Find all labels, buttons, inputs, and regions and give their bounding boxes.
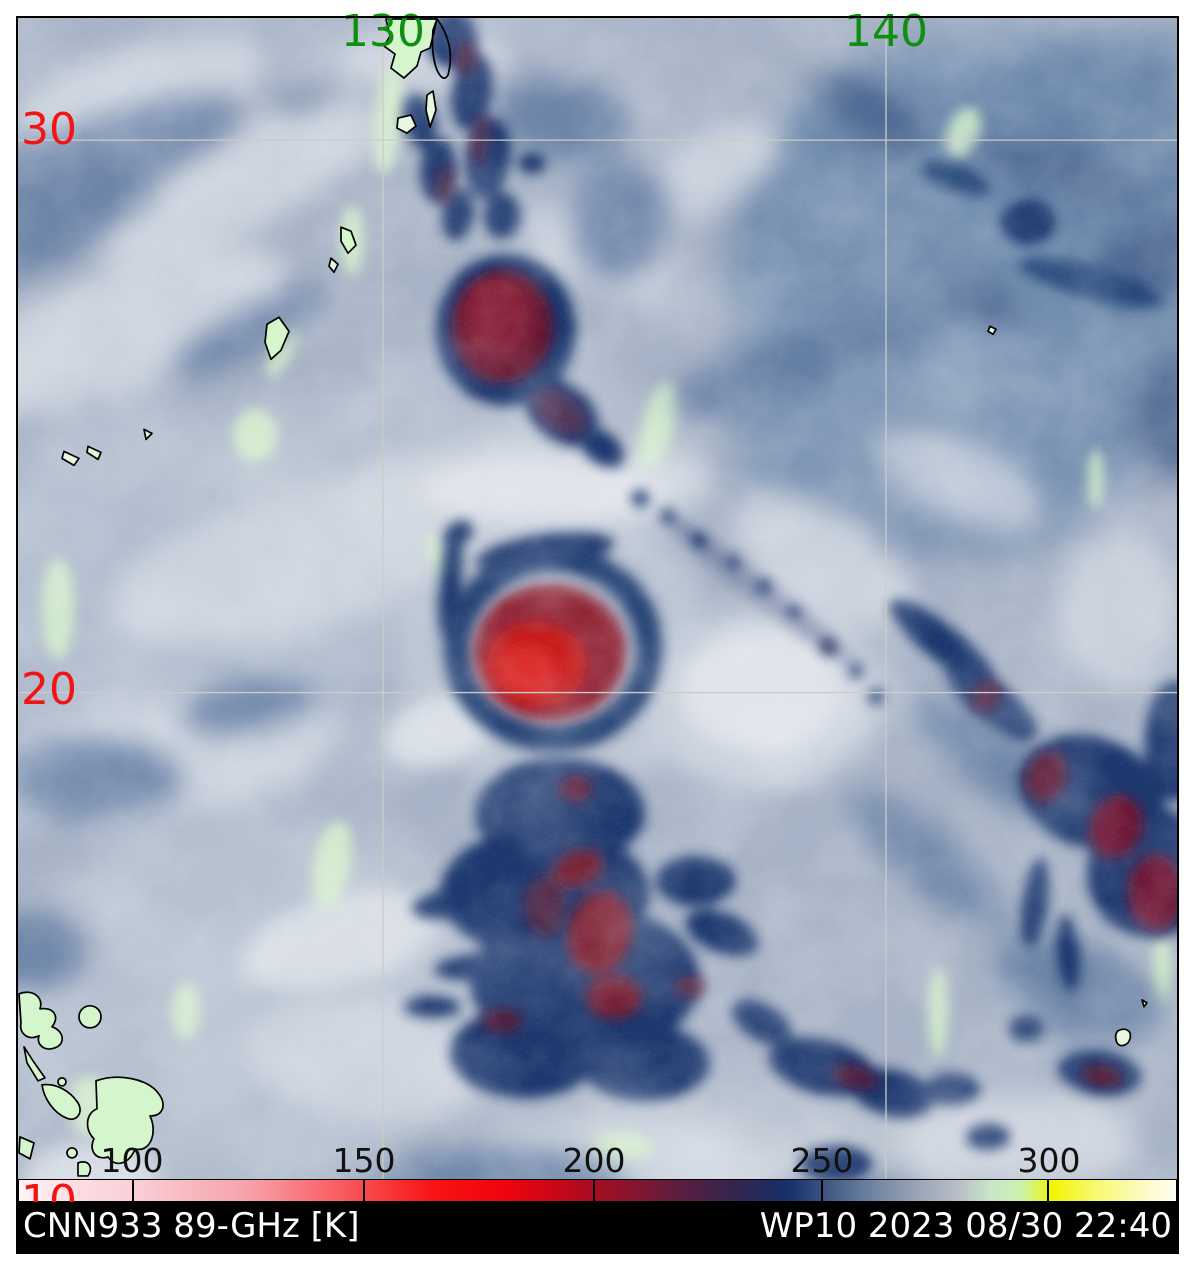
caption-product-label: CNN933 89-GHz [K] (23, 1206, 360, 1246)
colorbar-tick (363, 1180, 366, 1201)
map-canvas (18, 18, 1177, 1252)
lat-label-20: 20 (21, 664, 77, 715)
colorbar-tick-label: 150 (332, 1141, 396, 1180)
colorbar-tick-label: 300 (1017, 1141, 1081, 1180)
colorbar-tick-label: 250 (790, 1141, 854, 1180)
grain-dark-overlay (18, 18, 1177, 1252)
lat-label-30: 30 (21, 104, 77, 155)
satellite-image (18, 18, 1177, 1252)
lon-label-140: 140 (844, 6, 928, 57)
colorbar-tick (131, 1180, 134, 1201)
colorbar-tick (1047, 1180, 1050, 1201)
gridlines (18, 18, 1177, 1252)
colorbar-tick (593, 1180, 595, 1201)
colorbar-tick-label: 100 (100, 1141, 164, 1180)
colorbar-tick (820, 1180, 823, 1201)
caption-storm-label: WP10 2023 08/30 22:40 (759, 1206, 1172, 1246)
colorbar-tick-label: 200 (562, 1141, 626, 1180)
caption-bar: CNN933 89-GHz [K] WP10 2023 08/30 22:40 (18, 1202, 1177, 1252)
colorbar-gradient (19, 1180, 1176, 1201)
land-islands (18, 18, 1148, 1177)
colorbar (18, 1179, 1177, 1202)
lon-label-130: 130 (341, 6, 425, 57)
